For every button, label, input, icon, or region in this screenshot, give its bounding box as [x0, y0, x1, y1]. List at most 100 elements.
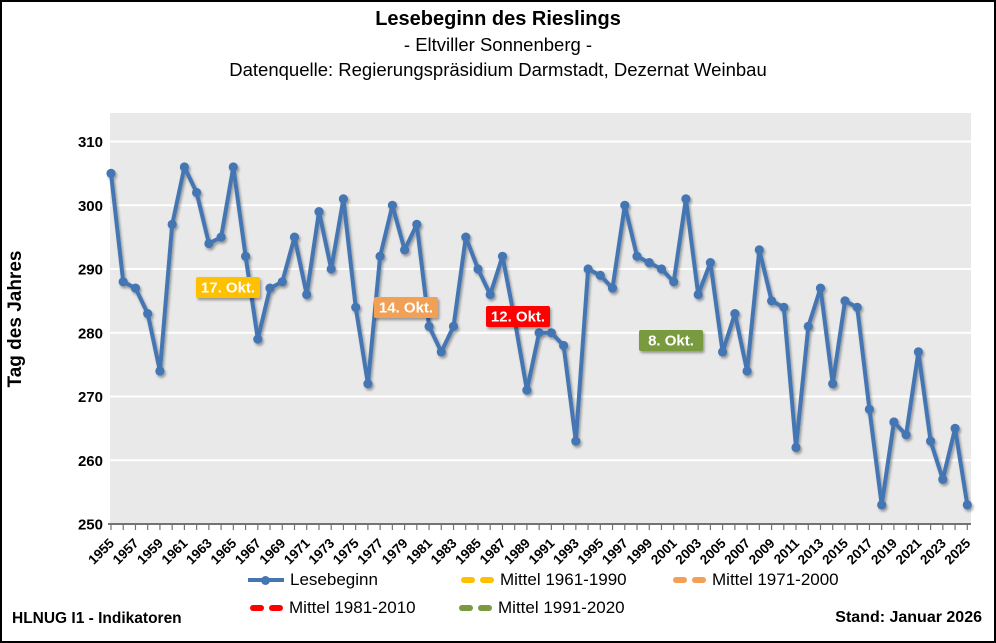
- svg-text:1973: 1973: [305, 535, 337, 567]
- svg-text:2025: 2025: [942, 535, 974, 567]
- data-point: [338, 194, 348, 204]
- data-point: [436, 347, 446, 357]
- data-point: [742, 366, 752, 376]
- y-tick-label: 260: [78, 453, 103, 470]
- data-point: [852, 302, 862, 312]
- data-point: [559, 340, 569, 351]
- data-point: [913, 347, 924, 357]
- x-tick-label: 1989: [501, 536, 533, 568]
- data-point: [718, 347, 728, 357]
- data-point: [669, 277, 679, 287]
- svg-text:2007: 2007: [721, 536, 753, 568]
- svg-text:2015: 2015: [819, 535, 851, 567]
- data-point: [926, 436, 936, 446]
- svg-text:1993: 1993: [550, 535, 582, 567]
- svg-text:1997: 1997: [599, 536, 631, 568]
- data-point: [228, 162, 238, 172]
- svg-text:1975: 1975: [330, 535, 362, 567]
- x-tick-label: 2023: [917, 535, 949, 567]
- data-point: [840, 296, 850, 306]
- data-point: [681, 194, 691, 204]
- x-tick-label: 1999: [624, 536, 656, 568]
- data-point: [277, 277, 287, 287]
- data-point: [375, 251, 385, 261]
- x-tick-label: 2011: [771, 535, 803, 567]
- x-tick-label: 2013: [795, 535, 827, 567]
- svg-text:1995: 1995: [575, 535, 607, 567]
- data-point: [595, 270, 605, 280]
- data-point: [877, 500, 887, 510]
- legend-label: Mittel 1991-2020: [498, 598, 625, 617]
- x-tick-label: 2001: [648, 535, 680, 567]
- dashed-line-icon: [250, 605, 283, 611]
- data-point: [571, 436, 581, 446]
- svg-text:1989: 1989: [501, 536, 533, 568]
- x-tick-label: 1997: [599, 536, 631, 568]
- data-point: [632, 251, 642, 261]
- chart-source: Datenquelle: Regierungspräsidium Darmsta…: [229, 59, 767, 80]
- data-point: [485, 289, 495, 300]
- data-point: [656, 264, 667, 274]
- svg-text:17. Okt.: 17. Okt.: [201, 280, 255, 297]
- svg-text:2001: 2001: [648, 535, 680, 567]
- data-point: [950, 423, 960, 433]
- data-point: [828, 379, 838, 389]
- data-point: [644, 258, 654, 268]
- svg-text:1991: 1991: [526, 535, 558, 567]
- mean-line-label: 8. Okt.: [639, 330, 703, 351]
- data-point: [302, 289, 312, 300]
- svg-text:2005: 2005: [697, 535, 729, 567]
- data-point: [400, 245, 410, 255]
- y-tick-label: 300: [78, 198, 103, 215]
- x-tick-label: 1975: [330, 535, 362, 567]
- status-date-label: Stand: Januar 2026: [835, 609, 982, 626]
- x-tick-label: 1981: [403, 535, 435, 567]
- data-point: [387, 200, 397, 210]
- legend-label: Mittel 1981-2010: [289, 598, 416, 617]
- y-tick-label: 310: [78, 134, 103, 151]
- data-point: [192, 187, 202, 198]
- data-point: [962, 500, 972, 510]
- data-point: [803, 321, 813, 331]
- x-tick-label: 1991: [526, 535, 558, 567]
- svg-text:1969: 1969: [257, 536, 289, 568]
- x-tick-label: 2015: [819, 535, 851, 567]
- x-tick-label: 1971: [281, 535, 313, 567]
- svg-text:1967: 1967: [232, 536, 264, 568]
- data-point: [204, 238, 214, 249]
- dashed-line-icon: [459, 605, 492, 611]
- dashed-line-icon: [673, 577, 706, 583]
- data-point: [473, 264, 483, 274]
- x-tick-label: 1955: [85, 535, 117, 567]
- data-point: [583, 264, 593, 274]
- data-point: [607, 283, 618, 293]
- mean-line-label: 14. Okt.: [374, 297, 438, 318]
- data-point: [412, 219, 422, 229]
- svg-text:2009: 2009: [746, 536, 778, 568]
- svg-text:2017: 2017: [844, 536, 876, 568]
- y-tick-label: 250: [78, 517, 103, 534]
- data-point: [363, 379, 373, 389]
- data-point: [424, 321, 434, 331]
- data-point: [754, 245, 764, 255]
- svg-text:14. Okt.: 14. Okt.: [379, 300, 433, 317]
- svg-text:1957: 1957: [110, 536, 142, 568]
- x-tick-label: 1973: [305, 535, 337, 567]
- svg-text:2023: 2023: [917, 535, 949, 567]
- data-point: [289, 232, 300, 242]
- data-point: [522, 385, 532, 395]
- data-point: [241, 251, 251, 261]
- data-point: [791, 442, 801, 453]
- x-tick-label: 1959: [134, 536, 166, 568]
- data-point: [938, 474, 948, 484]
- data-point: [106, 168, 116, 178]
- data-point: [889, 417, 899, 427]
- data-point: [815, 283, 826, 293]
- x-tick-label: 2003: [672, 535, 704, 567]
- svg-text:1987: 1987: [477, 536, 509, 568]
- svg-text:1965: 1965: [208, 535, 240, 567]
- x-tick-label: 1957: [110, 536, 142, 568]
- x-tick-label: 1969: [257, 536, 289, 568]
- x-tick-label: 2021: [893, 535, 925, 567]
- svg-text:2019: 2019: [868, 536, 900, 568]
